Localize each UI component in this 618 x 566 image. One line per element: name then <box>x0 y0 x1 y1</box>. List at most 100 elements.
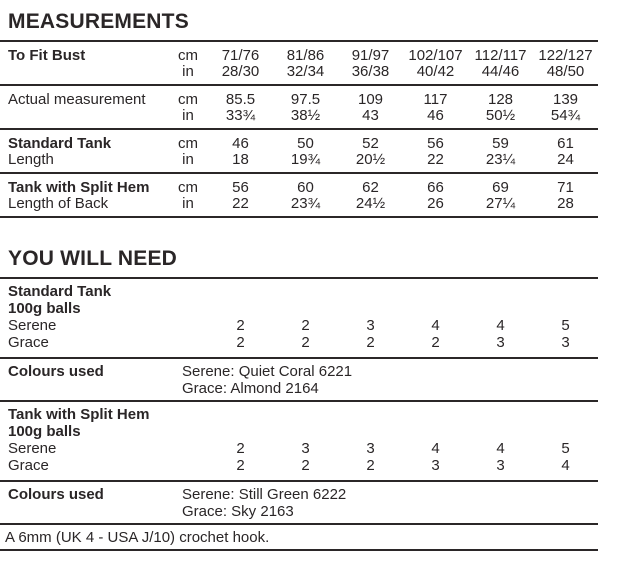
measurement-section-standard-tank: Standard Tank cm 46 50 52 56 59 61 Lengt… <box>0 130 598 174</box>
you-will-need-title: YOU WILL NEED <box>0 248 598 279</box>
ball-count: 3 <box>496 457 505 474</box>
size-value: 46 <box>427 107 444 124</box>
measurement-row-in: in 28/30 32/34 36/38 40/42 44/46 48/50 <box>0 64 598 80</box>
colour-lines: Serene: Still Green 6222 Grace: Sky 2163 <box>182 486 598 520</box>
size-value: 56 <box>232 179 249 196</box>
size-value: 117 <box>423 91 448 108</box>
size-value: 18 <box>232 151 249 168</box>
size-value: 81/86 <box>286 47 325 64</box>
size-value: 54¾ <box>550 107 581 124</box>
size-value: 71 <box>557 179 574 196</box>
colours-used-standard-tank: Colours used Serene: Quiet Coral 6221 Gr… <box>0 359 598 402</box>
kit-title: Tank with Split Hem <box>8 406 150 423</box>
ball-count: 4 <box>496 317 505 334</box>
size-value: 23¾ <box>290 195 321 212</box>
measurement-row-in: Length in 18 19¾ 20½ 22 23¼ 24 <box>0 152 598 168</box>
ball-count: 4 <box>496 440 505 457</box>
measurements-title: MEASUREMENTS <box>0 11 598 42</box>
measurement-row-in: Length of Back in 22 23¾ 24½ 26 27¼ 28 <box>0 196 598 212</box>
row-label <box>0 108 168 124</box>
size-value: 69 <box>492 179 509 196</box>
ball-count: 3 <box>561 334 570 351</box>
size-value: 20½ <box>355 151 386 168</box>
size-value: 52 <box>362 135 379 152</box>
kit-section-standard-tank: Standard Tank 100g balls Serene 2 2 3 4 … <box>0 279 598 359</box>
row-label: Actual measurement <box>8 91 146 108</box>
unit-label: cm <box>178 135 198 152</box>
measurement-row-cm: Actual measurement cm 85.5 97.5 109 117 … <box>0 92 598 108</box>
ball-count: 2 <box>301 317 310 334</box>
row-label: Tank with Split Hem <box>8 179 150 196</box>
unit-label: cm <box>178 47 198 64</box>
size-value: 50½ <box>485 107 516 124</box>
ball-count: 2 <box>236 440 245 457</box>
size-value: 22 <box>427 151 444 168</box>
row-label: Standard Tank <box>8 135 112 152</box>
size-value: 91/97 <box>351 47 390 64</box>
size-value: 28/30 <box>221 63 260 80</box>
size-value: 71/76 <box>221 47 260 64</box>
measurement-section-actual-measurement: Actual measurement cm 85.5 97.5 109 117 … <box>0 86 598 130</box>
yarn-name: Serene <box>8 317 57 334</box>
yarn-name: Serene <box>8 440 57 457</box>
size-value: 59 <box>492 135 509 152</box>
size-value: 46 <box>232 135 249 152</box>
kit-section-tank-with-split-hem: Tank with Split Hem 100g balls Serene 2 … <box>0 402 598 482</box>
ball-count: 2 <box>236 334 245 351</box>
yarn-row: Grace 2 2 2 3 3 4 <box>0 457 598 474</box>
ball-count: 2 <box>366 457 375 474</box>
colours-used-label: Colours used <box>8 486 104 503</box>
size-value: 28 <box>557 195 574 212</box>
unit-label: in <box>182 107 194 124</box>
unit-label: cm <box>178 91 198 108</box>
yarn-row: Grace 2 2 2 2 3 3 <box>0 334 598 351</box>
size-value: 139 <box>552 91 579 108</box>
size-value: 128 <box>487 91 514 108</box>
size-value: 60 <box>297 179 314 196</box>
yarn-row: Serene 2 3 3 4 4 5 <box>0 440 598 457</box>
ball-count: 2 <box>366 334 375 351</box>
ball-count: 3 <box>496 334 505 351</box>
size-value: 97.5 <box>290 91 321 108</box>
kit-subtitle: 100g balls <box>8 423 81 440</box>
ball-count: 2 <box>301 334 310 351</box>
yarn-row: Serene 2 2 3 4 4 5 <box>0 317 598 334</box>
measurement-row-cm: Tank with Split Hem cm 56 60 62 66 69 71 <box>0 180 598 196</box>
colour-line: Serene: Still Green 6222 <box>182 486 347 503</box>
hook-note: A 6mm (UK 4 - USA J/10) crochet hook. <box>0 525 598 551</box>
ball-count: 2 <box>236 457 245 474</box>
colours-used-tank-with-split-hem: Colours used Serene: Still Green 6222 Gr… <box>0 482 598 525</box>
measurement-row-in: in 33¾ 38½ 43 46 50½ 54¾ <box>0 108 598 124</box>
size-value: 109 <box>357 91 384 108</box>
ball-count: 5 <box>561 317 570 334</box>
ball-count: 5 <box>561 440 570 457</box>
size-value: 40/42 <box>416 63 455 80</box>
size-value: 122/127 <box>538 47 593 64</box>
size-value: 38½ <box>290 107 321 124</box>
size-value: 24 <box>557 151 574 168</box>
ball-count: 2 <box>431 334 440 351</box>
colours-used-label: Colours used <box>8 363 104 380</box>
size-value: 102/107 <box>408 47 463 64</box>
colour-line: Grace: Almond 2164 <box>182 380 319 397</box>
colour-lines: Serene: Quiet Coral 6221 Grace: Almond 2… <box>182 363 598 397</box>
row-label: To Fit Bust <box>8 47 86 64</box>
measurement-row-cm: To Fit Bust cm 71/76 81/86 91/97 102/107… <box>0 48 598 64</box>
size-value: 22 <box>232 195 249 212</box>
unit-label: in <box>182 151 194 168</box>
measurement-row-cm: Standard Tank cm 46 50 52 56 59 61 <box>0 136 598 152</box>
unit-label: in <box>182 63 194 80</box>
yarn-name: Grace <box>8 457 49 474</box>
size-value: 48/50 <box>546 63 585 80</box>
size-value: 36/38 <box>351 63 390 80</box>
size-value: 32/34 <box>286 63 325 80</box>
ball-count: 2 <box>236 317 245 334</box>
size-value: 50 <box>297 135 314 152</box>
ball-count: 3 <box>366 317 375 334</box>
size-value: 23¼ <box>485 151 516 168</box>
row-label <box>0 64 168 80</box>
size-value: 19¾ <box>290 151 321 168</box>
ball-count: 4 <box>561 457 570 474</box>
colour-line: Serene: Quiet Coral 6221 <box>182 363 353 380</box>
yarn-name: Grace <box>8 334 49 351</box>
